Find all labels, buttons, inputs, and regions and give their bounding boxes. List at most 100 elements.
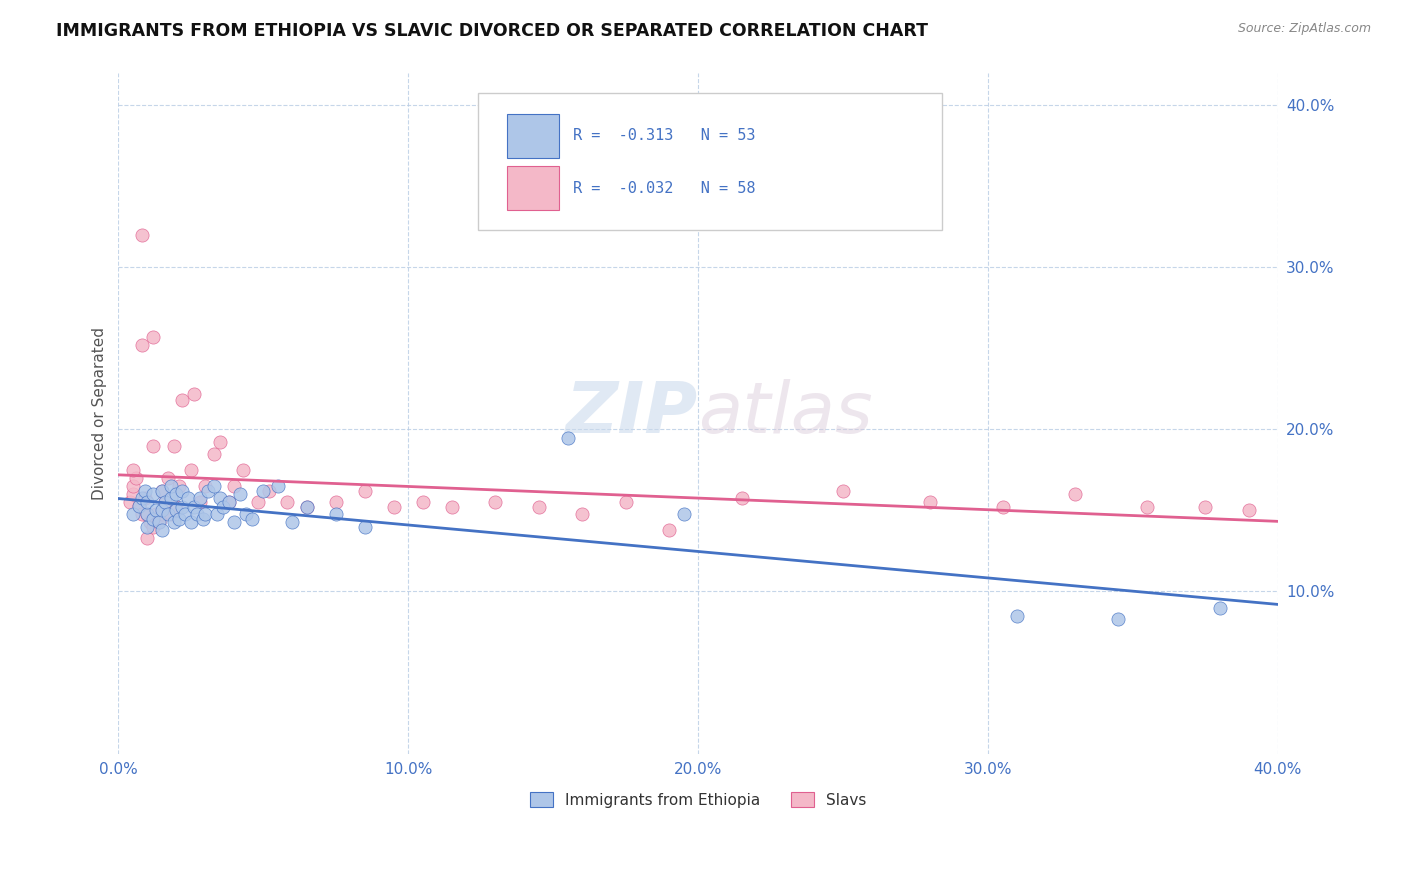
Point xyxy=(180,463,202,477)
Text: R =  -0.313   N = 53: R = -0.313 N = 53 xyxy=(574,128,755,143)
Point xyxy=(211,500,233,515)
Point xyxy=(194,507,217,521)
Point xyxy=(229,487,252,501)
Point xyxy=(177,491,200,505)
Text: ZIP: ZIP xyxy=(567,379,699,448)
Point xyxy=(1136,500,1159,515)
Point xyxy=(153,495,176,509)
Point xyxy=(172,393,194,408)
Point xyxy=(295,500,318,515)
Point xyxy=(325,495,347,509)
Point xyxy=(571,507,593,521)
Point xyxy=(484,495,506,509)
Point xyxy=(169,479,191,493)
Point xyxy=(257,483,280,498)
Point xyxy=(159,491,181,505)
FancyBboxPatch shape xyxy=(508,114,560,158)
Point xyxy=(191,511,214,525)
Point xyxy=(281,515,304,529)
Point xyxy=(180,515,202,529)
Point xyxy=(235,507,257,521)
Point xyxy=(1064,487,1087,501)
Point xyxy=(1237,503,1260,517)
Point xyxy=(159,479,181,493)
Point xyxy=(128,499,150,513)
Point xyxy=(188,491,211,505)
Point xyxy=(1194,500,1216,515)
Point xyxy=(224,515,246,529)
Point xyxy=(142,519,165,533)
Point xyxy=(142,511,165,525)
Point xyxy=(557,431,579,445)
FancyBboxPatch shape xyxy=(508,166,560,211)
Point xyxy=(134,483,156,498)
Point xyxy=(1005,608,1028,623)
Point xyxy=(150,503,173,517)
Point xyxy=(202,479,225,493)
Point xyxy=(131,338,153,352)
Point xyxy=(148,515,170,529)
Point xyxy=(169,511,191,525)
Point xyxy=(218,495,240,509)
Point xyxy=(150,523,173,537)
Point xyxy=(174,507,197,521)
Y-axis label: Divorced or Separated: Divorced or Separated xyxy=(93,326,107,500)
Point xyxy=(122,487,145,501)
Point xyxy=(208,435,231,450)
Point xyxy=(148,515,170,529)
Point xyxy=(1209,600,1232,615)
Point xyxy=(197,483,219,498)
Point xyxy=(159,507,181,521)
Point xyxy=(156,471,179,485)
Point xyxy=(295,500,318,515)
Point xyxy=(145,503,167,517)
Point xyxy=(614,495,637,509)
Point xyxy=(162,439,184,453)
Point xyxy=(412,495,434,509)
Point xyxy=(136,507,159,521)
Point xyxy=(353,483,375,498)
Point xyxy=(202,447,225,461)
Point xyxy=(122,463,145,477)
Point xyxy=(1108,612,1130,626)
FancyBboxPatch shape xyxy=(478,94,942,229)
Point xyxy=(122,507,145,521)
Point xyxy=(139,515,162,529)
Point xyxy=(353,519,375,533)
Point xyxy=(194,479,217,493)
Point xyxy=(208,491,231,505)
Point xyxy=(232,463,254,477)
Point xyxy=(276,495,298,509)
Point xyxy=(991,500,1014,515)
Point xyxy=(142,487,165,501)
Point xyxy=(730,491,752,505)
Point xyxy=(150,483,173,498)
Text: atlas: atlas xyxy=(699,379,873,448)
Point xyxy=(153,495,176,509)
Point xyxy=(267,479,290,493)
Point xyxy=(252,483,274,498)
Point xyxy=(527,500,550,515)
Point xyxy=(131,491,153,505)
Point xyxy=(186,507,208,521)
Point xyxy=(658,523,681,537)
Point xyxy=(131,227,153,242)
Point xyxy=(218,495,240,509)
Point xyxy=(165,503,187,517)
Point xyxy=(145,507,167,521)
Point xyxy=(150,507,173,521)
Point xyxy=(165,500,187,515)
Point xyxy=(142,439,165,453)
Point xyxy=(224,479,246,493)
Point xyxy=(125,471,148,485)
Point xyxy=(150,483,173,498)
Point xyxy=(325,507,347,521)
Point xyxy=(672,507,695,521)
Point xyxy=(172,483,194,498)
Point xyxy=(142,330,165,344)
Point xyxy=(122,479,145,493)
Text: IMMIGRANTS FROM ETHIOPIA VS SLAVIC DIVORCED OR SEPARATED CORRELATION CHART: IMMIGRANTS FROM ETHIOPIA VS SLAVIC DIVOR… xyxy=(56,22,928,40)
Text: Source: ZipAtlas.com: Source: ZipAtlas.com xyxy=(1237,22,1371,36)
Point xyxy=(188,495,211,509)
Point xyxy=(240,511,263,525)
